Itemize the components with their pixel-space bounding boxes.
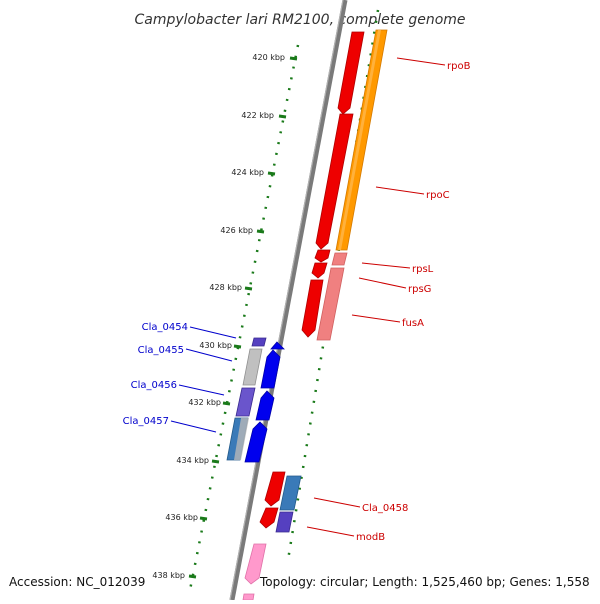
label-leader <box>351 314 401 323</box>
tick-mark <box>278 114 287 119</box>
cds-Cla_0456 <box>235 387 256 417</box>
cds-modB <box>275 511 294 533</box>
tick-mark <box>211 459 220 464</box>
tick-ring <box>188 44 300 591</box>
gene-label-Cla_0455: Cla_0455 <box>138 345 184 356</box>
tick-label: 420 kbp <box>252 53 285 62</box>
tick-label: 432 kbp <box>188 398 221 407</box>
tick-mark <box>188 574 197 579</box>
tick-mark <box>233 344 242 349</box>
label-leader <box>170 420 217 433</box>
tick-label: 428 kbp <box>209 283 242 292</box>
label-leader <box>375 186 425 195</box>
tick-mark <box>199 516 208 521</box>
cds-blue-arrow <box>270 341 285 350</box>
label-leader <box>185 348 233 362</box>
cds-blue-arrow <box>260 349 281 389</box>
cds-Cla_0458 <box>279 475 302 511</box>
cds-Cla_0454 <box>251 337 267 347</box>
gene-label-modB: modB <box>356 532 385 543</box>
cds-modB-red <box>259 507 279 529</box>
cds-magenta <box>242 593 255 601</box>
tick-label: 430 kbp <box>199 341 232 350</box>
tick-mark <box>289 56 298 61</box>
gene-label-Cla_0457: Cla_0457 <box>123 416 169 427</box>
cds-blue-arrow <box>255 390 275 421</box>
cds-Cla_0458-red <box>264 471 286 507</box>
tick-label: 438 kbp <box>152 571 185 580</box>
cds-pink-rpsL <box>331 252 348 266</box>
tick-label: 424 kbp <box>231 168 264 177</box>
gene-labels-right: rpoB rpoC rpsL rpsG fusA Cla_0458 modB <box>306 57 471 543</box>
label-leader <box>313 497 361 508</box>
tick-marks <box>188 56 298 579</box>
genome-backbone-highlight <box>229 0 344 601</box>
topology-text: Topology: circular; Length: 1,525,460 bp… <box>259 575 590 589</box>
gene-label-rpoB: rpoB <box>447 61 471 72</box>
gene-label-Cla_0454: Cla_0454 <box>142 322 188 333</box>
gene-label-rpsL: rpsL <box>412 264 434 275</box>
accession-text: Accession: NC_012039 <box>9 575 145 589</box>
cds-blue-arrow <box>244 421 268 463</box>
tick-labels: 420 kbp 422 kbp 424 kbp 426 kbp 428 kbp … <box>152 53 285 580</box>
tick-label: 422 kbp <box>241 111 274 120</box>
label-leader <box>189 326 237 339</box>
label-leader <box>396 57 446 66</box>
tick-mark <box>244 286 253 291</box>
gene-labels-left: Cla_0454 Cla_0455 Cla_0456 Cla_0457 <box>123 322 237 433</box>
cds-magenta <box>244 543 267 585</box>
tick-mark <box>222 401 231 406</box>
tick-label: 434 kbp <box>176 456 209 465</box>
gene-label-fusA: fusA <box>402 318 424 329</box>
label-leader <box>361 262 411 269</box>
cds-rpsG-red <box>311 262 328 279</box>
tick-mark <box>256 229 265 234</box>
label-leader <box>178 384 225 396</box>
cds-fusA <box>301 279 324 338</box>
tick-label: 426 kbp <box>220 226 253 235</box>
cds-Cla_0457-gray <box>234 418 249 460</box>
cds-rpsL-red <box>314 249 331 263</box>
gene-label-Cla_0456: Cla_0456 <box>131 380 177 391</box>
label-leader <box>358 277 407 289</box>
gene-label-Cla_0458: Cla_0458 <box>362 503 408 514</box>
label-leader <box>306 526 355 537</box>
gene-label-rpoC: rpoC <box>426 190 450 201</box>
cds-orange-highlight <box>338 30 381 250</box>
tick-mark <box>267 171 276 176</box>
gene-label-rpsG: rpsG <box>408 284 431 295</box>
cds-pink-fusA <box>316 267 345 341</box>
cds-Cla_0455-gray <box>242 348 263 386</box>
genome-backbone <box>229 0 348 601</box>
cds-rpoB <box>337 31 365 115</box>
cds-rpoC <box>315 113 354 250</box>
map-title: Campylobacter lari RM2100, complete geno… <box>134 12 465 28</box>
tick-label: 436 kbp <box>165 513 198 522</box>
